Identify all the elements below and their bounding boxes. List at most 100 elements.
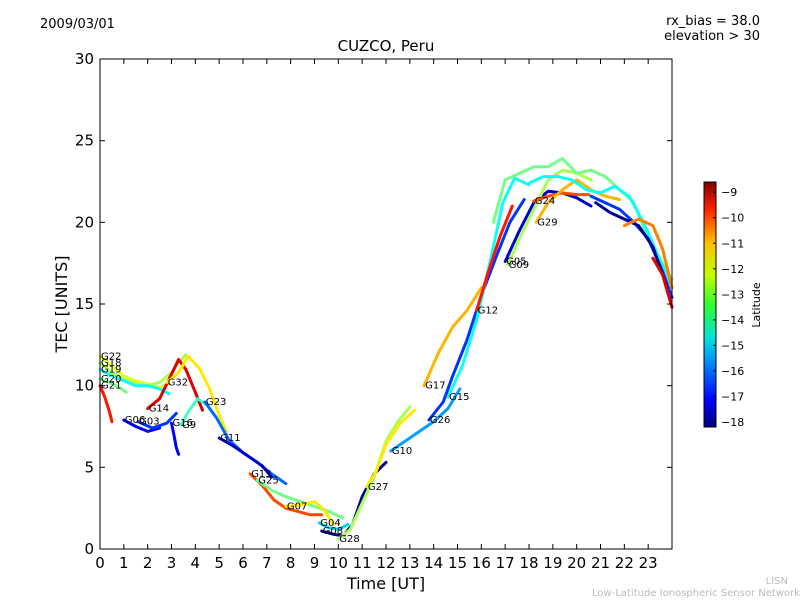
series-line-g04 [317,521,350,531]
x-tick-label: 19 [543,554,562,572]
series-line-g17 [422,286,483,388]
x-tick-label: 5 [214,554,224,572]
prn-label-g07: G07 [287,502,307,513]
y-tick-label: 5 [84,458,94,476]
x-tick-label: 15 [448,554,467,572]
chart-title: CUZCO, Peru [337,37,435,55]
series-line-unlabeled-29 [491,157,674,281]
x-tick-label: 13 [400,554,419,572]
colorbar-label: Latitude [750,282,763,328]
date-label: 2009/03/01 [40,17,115,32]
footer-network-abbrev: LISN [765,576,788,587]
colorbar-tick-label: −12 [721,263,744,276]
series-line-g23 [203,400,288,486]
series-line-unlabeled-33 [622,217,674,290]
prn-label-g14: G14 [149,404,169,415]
x-tick-label: 14 [424,554,443,572]
prn-label-g18: G18 [101,358,121,369]
colorbar-tick-label: −15 [721,339,744,352]
series-layer [98,157,674,541]
y-tick-label: 0 [84,540,94,558]
prn-label-g08: G08 [323,526,343,537]
prn-label-g05: G05 [506,257,526,268]
x-tick-label: 6 [238,554,248,572]
prn-label-g9: G9 [182,420,196,431]
series-line-g14 [146,358,204,412]
colorbar-tick-label: −16 [721,365,744,378]
series-line-g20 [98,377,128,394]
x-tick-label: 22 [615,554,634,572]
series-line-g12 [475,204,514,312]
x-tick-label: 12 [376,554,395,572]
y-ticks: 0 5 10 15 20 25 30 [75,50,672,558]
prn-label-g16: G16 [173,418,193,429]
series-line-g21 [98,384,114,424]
series-line-g32 [165,354,228,433]
series-line-g19 [98,367,171,396]
prn-label-g03: G03 [139,417,159,428]
x-tick-label: 16 [472,554,491,572]
x-tick-label: 21 [591,554,610,572]
x-tick-label: 4 [191,554,201,572]
series-line-g15 [446,176,531,399]
x-axis-label: Time [UT] [346,574,425,593]
x-tick-label: 18 [519,554,538,572]
prn-label-g19: G19 [101,364,121,375]
rx-bias-label: rx_bias = 38.0 [666,14,760,29]
series-line-unlabeled-31 [589,194,674,299]
x-tick-label: 11 [353,554,372,572]
prn-label-g10: G10 [392,446,412,457]
prn-label-g24: G24 [535,196,555,207]
x-ticks: 0 1 2 3 4 5 6 7 8 9 10 11 12 13 14 15 16 17 18 19 20 21 22 23 [95,59,658,572]
colorbar-tick-label: −14 [721,314,744,327]
prn-label-g15: G15 [449,392,469,403]
prn-label-g17: G17 [425,381,445,392]
prn-label-g28: G28 [339,534,359,545]
series-line-g11 [217,436,274,479]
prn-label-g20: G20 [101,374,121,385]
prn-label-g11: G11 [220,433,240,444]
y-tick-label: 10 [75,377,94,395]
prn-label-g32: G32 [168,377,188,388]
colorbar-tick-label: −10 [721,212,744,225]
elevation-label: elevation > 30 [664,29,760,44]
series-line-g26 [427,198,526,422]
prn-label-g25: G25 [258,475,278,486]
x-tick-label: 17 [496,554,515,572]
prn-label-g06: G06 [125,415,145,426]
y-tick-label: 25 [75,132,94,150]
prn-label-g12: G12 [478,306,498,317]
series-line-unlabeled-30 [527,175,674,290]
plot-frame [99,58,673,550]
colorbar-tick-label: −13 [721,288,744,301]
prn-label-g04: G04 [320,518,340,529]
series-line-g07 [284,500,336,526]
colorbar-ticks: −9 −10 −11 −12 −13 −14 −15 −16 −17 −18 [713,186,744,429]
prn-label-g26: G26 [430,415,450,426]
series-line-g10 [389,387,462,453]
x-tick-label: 1 [119,554,129,572]
y-tick-label: 20 [75,213,94,231]
series-line-g03 [136,411,178,430]
colorbar-tick-label: −11 [721,237,744,250]
prn-label-g09: G09 [509,260,529,271]
series-line-g22 [98,354,171,389]
prn-label-g23: G23 [206,397,226,408]
series-line-g25 [255,478,345,520]
x-tick-label: 8 [286,554,296,572]
x-tick-label: 0 [95,554,105,572]
y-tick-label: 30 [75,50,94,68]
series-line-g27 [365,408,417,489]
y-axis-label: TEC [UNITS] [52,256,71,354]
series-line-g24 [532,191,591,203]
footer-network-name: Low-Latitude Ionospheric Sensor Network [592,588,800,599]
series-line-unlabeled-34 [651,256,674,309]
prn-label-g29: G29 [537,217,557,228]
prn-label-g13: G13 [251,469,271,480]
x-tick-label: 23 [639,554,658,572]
series-line-unlabeled-32 [594,201,669,290]
x-tick-label: 2 [143,554,153,572]
x-tick-label: 9 [310,554,320,572]
prn-label-g22: G22 [101,351,121,362]
